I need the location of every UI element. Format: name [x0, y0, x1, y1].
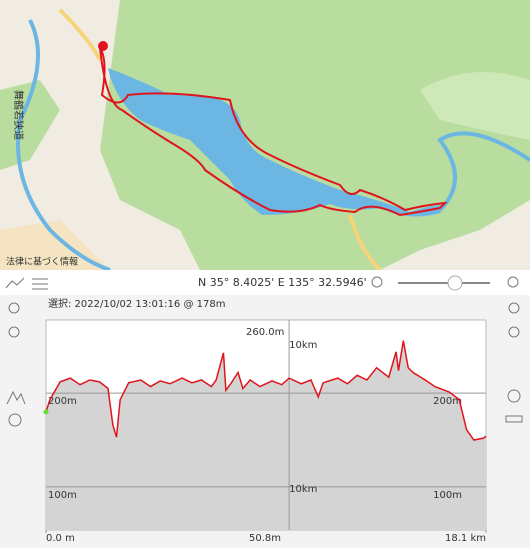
zoom-out[interactable]: [508, 326, 520, 338]
selection-info: 選択: 2022/10/02 13:01:16 @ 178m: [48, 297, 225, 310]
slider-thumb[interactable]: [447, 275, 463, 291]
river: [16, 19, 111, 272]
zoom-out[interactable]: [371, 276, 383, 288]
x-tick-label: 0.0 m: [46, 533, 75, 544]
road-label: 舞鶴若狭道: [12, 90, 25, 140]
lake: [108, 68, 445, 217]
zoom-out[interactable]: [8, 326, 20, 338]
distance-icon[interactable]: [505, 415, 523, 423]
route-pin[interactable]: [98, 41, 108, 51]
min-label: 50.8m: [249, 533, 281, 544]
y-tick-label: 100m: [433, 490, 462, 501]
time-icon[interactable]: [507, 389, 521, 403]
river: [437, 131, 530, 212]
start-marker: [43, 409, 49, 415]
speed-icon[interactable]: [8, 413, 22, 427]
x-tick-label: 18.1 km: [445, 533, 486, 544]
elevation-line: [45, 340, 487, 441]
panel-icons: [6, 302, 523, 427]
elevation-icon[interactable]: [6, 390, 26, 405]
coordinates: N 35° 8.4025' E 135° 32.5946': [198, 276, 367, 289]
field: [420, 72, 530, 140]
road: [58, 8, 382, 272]
map: 舞鶴若狭道 法律に基づく情報: [0, 0, 530, 272]
x-tick-label: 10km: [289, 484, 317, 495]
y-tick-label: 200m: [433, 396, 462, 407]
y-tick-label: 100m: [48, 490, 77, 501]
forest: [0, 80, 60, 170]
zoom-in[interactable]: [507, 276, 519, 288]
y-tick-label: 200m: [48, 396, 77, 407]
elevation-area: [46, 340, 486, 530]
zoom-in[interactable]: [8, 302, 20, 314]
list-toggle[interactable]: [32, 278, 48, 290]
route: [99, 47, 448, 217]
forest: [100, 0, 530, 270]
chart-toggle[interactable]: [5, 277, 25, 289]
toolbar: N 35° 8.4025' E 135° 32.5946': [0, 270, 530, 295]
x-tick-label: 10km: [289, 340, 317, 351]
legal-link[interactable]: 法律に基づく情報: [6, 256, 78, 268]
max-label: 260.0m: [246, 327, 284, 338]
zoom-in[interactable]: [508, 302, 520, 314]
